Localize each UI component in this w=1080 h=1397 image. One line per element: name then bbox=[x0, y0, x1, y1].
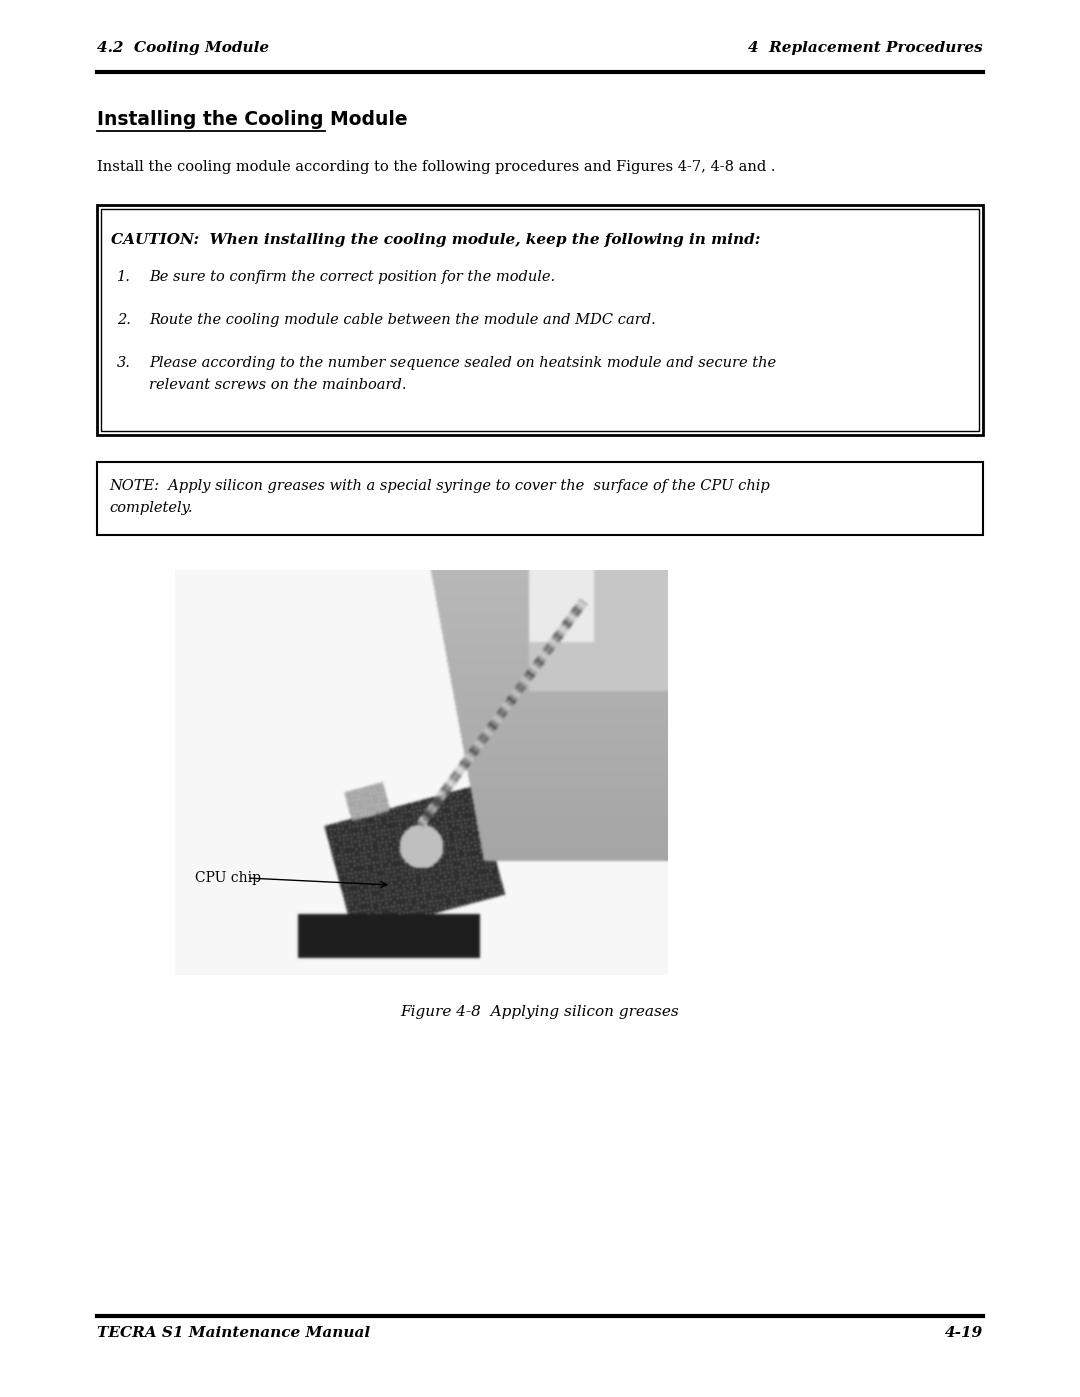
Text: relevant screws on the mainboard.: relevant screws on the mainboard. bbox=[149, 379, 406, 393]
Text: 4  Replacement Procedures: 4 Replacement Procedures bbox=[748, 41, 983, 54]
Text: 3.: 3. bbox=[117, 356, 131, 370]
Bar bbox=[97, 462, 983, 535]
Text: CPU chip: CPU chip bbox=[195, 870, 261, 886]
Text: 1.: 1. bbox=[117, 270, 131, 284]
Bar bbox=[97, 205, 983, 434]
Text: 4-19: 4-19 bbox=[945, 1326, 983, 1340]
Text: 4.2  Cooling Module: 4.2 Cooling Module bbox=[97, 41, 269, 54]
Text: 2.: 2. bbox=[117, 313, 131, 327]
Text: Installing the Cooling Module: Installing the Cooling Module bbox=[97, 110, 407, 129]
Text: Be sure to confirm the correct position for the module.: Be sure to confirm the correct position … bbox=[149, 270, 555, 284]
Text: TECRA S1 Maintenance Manual: TECRA S1 Maintenance Manual bbox=[97, 1326, 370, 1340]
Bar bbox=[102, 210, 978, 432]
Text: completely.: completely. bbox=[109, 502, 192, 515]
Text: Route the cooling module cable between the module and MDC card.: Route the cooling module cable between t… bbox=[149, 313, 656, 327]
Text: Figure 4-8  Applying silicon greases: Figure 4-8 Applying silicon greases bbox=[401, 1004, 679, 1018]
Text: Install the cooling module according to the following procedures and Figures 4-7: Install the cooling module according to … bbox=[97, 161, 775, 175]
Text: NOTE:  Apply silicon greases with a special syringe to cover the  surface of the: NOTE: Apply silicon greases with a speci… bbox=[109, 479, 770, 493]
Text: CAUTION:  When installing the cooling module, keep the following in mind:: CAUTION: When installing the cooling mod… bbox=[111, 233, 760, 247]
Text: Please according to the number sequence sealed on heatsink module and secure the: Please according to the number sequence … bbox=[149, 356, 777, 370]
